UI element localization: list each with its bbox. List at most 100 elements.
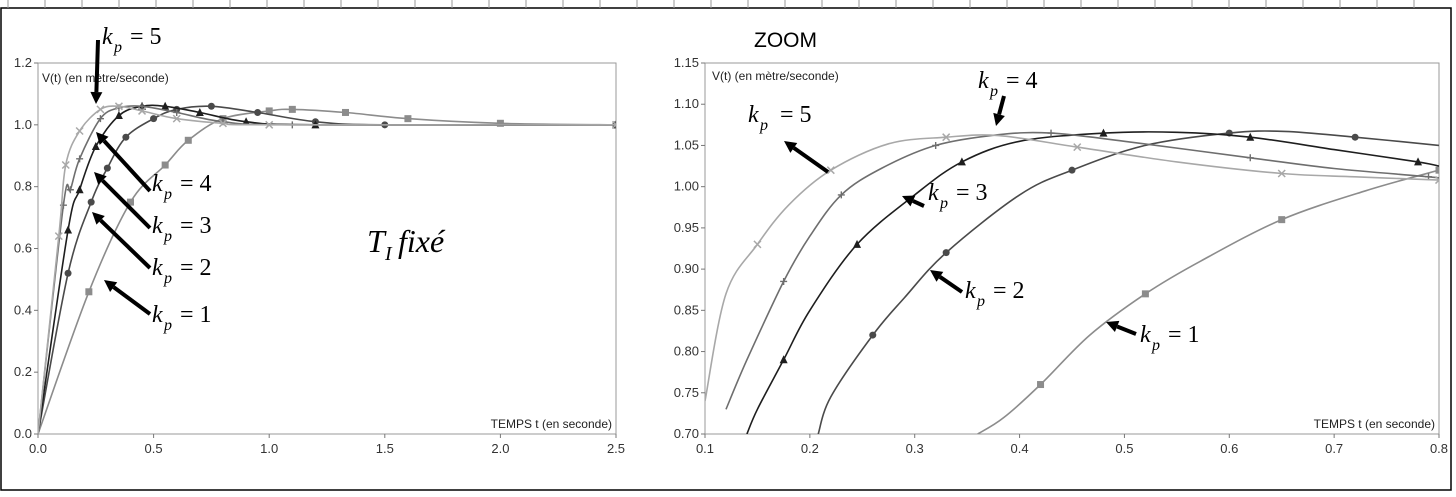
right-point-kp2 — [1351, 133, 1359, 141]
arrow-right-kp4 — [993, 95, 1006, 126]
left-point-kp3 — [91, 141, 100, 150]
right-point-kp2 — [1068, 166, 1076, 174]
right-xtick-label: 0.5 — [1115, 441, 1133, 456]
right-point-kp2 — [942, 249, 950, 257]
right-ytick-label: 1.00 — [674, 179, 699, 194]
right-ytick-label: 0.75 — [674, 385, 699, 400]
right-point-kp3 — [779, 355, 788, 364]
svg-text:k: k — [152, 171, 163, 197]
right-point-kp5 — [942, 133, 951, 142]
right-point-kp3 — [957, 157, 966, 166]
right-point-kp3 — [853, 239, 862, 248]
right-ytick-label: 0.95 — [674, 220, 699, 235]
arrow-left-kp1 — [104, 280, 152, 316]
kp-label-right-3: k p = 3 — [928, 180, 988, 212]
left-point-kp1 — [85, 288, 93, 296]
arrow-left-kp4 — [96, 132, 152, 193]
right-plot-frame — [704, 62, 1440, 435]
left-ytick-label: 0.8 — [14, 179, 32, 194]
kp-label-left-4: k p = 4 — [152, 171, 212, 203]
left-point-kp5 — [138, 106, 147, 115]
left-point-kp5 — [114, 102, 123, 111]
svg-text:p: p — [939, 195, 948, 212]
left-point-kp5 — [611, 120, 616, 129]
svg-text:= 4: = 4 — [180, 171, 212, 197]
left-point-kp5 — [96, 105, 105, 114]
left-point-kp1 — [341, 108, 349, 116]
left-point-kp2 — [103, 164, 111, 172]
svg-text:k: k — [978, 68, 989, 94]
left-xtick-label: 1.5 — [376, 441, 394, 456]
svg-text:= 1: = 1 — [180, 302, 212, 328]
left-point-kp2 — [207, 102, 215, 110]
left-point-kp1 — [184, 136, 192, 144]
arrow-left-kp5 — [90, 39, 103, 104]
left-point-kp1 — [126, 198, 134, 206]
left-xtick-label: 0.5 — [145, 441, 163, 456]
left-point-kp1 — [404, 115, 412, 123]
left-ytick-label: 1.2 — [14, 55, 32, 70]
svg-text:p: p — [976, 293, 985, 310]
svg-text:p: p — [163, 228, 172, 245]
kp-label-right-5: k p = 5 — [748, 102, 812, 134]
left-point-kp2 — [254, 108, 262, 116]
arrow-left-kp2 — [92, 212, 152, 270]
left-point-kp1 — [496, 119, 504, 127]
left-point-kp4 — [96, 115, 104, 123]
svg-text:p: p — [163, 186, 172, 203]
left-point-kp5 — [75, 126, 84, 136]
left-xtick-label: 1.0 — [260, 441, 278, 456]
right-xlabel: TEMPS t (en seconde) — [1314, 417, 1435, 431]
right-series-line-kp1 — [977, 169, 1439, 434]
svg-text:k: k — [102, 24, 113, 50]
arrow-right-kp1 — [1106, 320, 1137, 336]
right-point-kp5 — [1434, 176, 1439, 185]
right-point-kp1 — [1141, 290, 1149, 298]
svg-text:= 2: = 2 — [993, 278, 1025, 304]
svg-text:fixé: fixé — [398, 223, 446, 259]
kp-label-right-2: k p = 2 — [965, 278, 1025, 310]
right-point-kp5 — [1277, 169, 1286, 178]
left-x-ticks: 0.0 0.5 1.0 1.5 2.0 2.5 — [29, 434, 625, 456]
svg-text:k: k — [748, 102, 759, 128]
right-y-ticks: 0.70 0.75 0.80 0.85 0.90 0.95 1.00 1.05 1.10 1.15 — [674, 55, 705, 441]
right-point-kp1 — [1278, 216, 1286, 224]
left-point-kp2 — [87, 198, 95, 206]
svg-text:= 3: = 3 — [956, 180, 988, 206]
right-point-kp4 — [837, 191, 845, 199]
right-xtick-label: 0.4 — [1011, 441, 1029, 456]
right-point-kp5 — [826, 166, 835, 175]
svg-text:p: p — [1151, 337, 1160, 354]
zoom-title: ZOOM — [754, 29, 817, 52]
right-point-kp4 — [1246, 154, 1254, 162]
left-point-kp1 — [288, 105, 296, 113]
right-ytick-label: 1.15 — [674, 55, 699, 70]
svg-text:T: T — [367, 223, 387, 259]
svg-text:= 1: = 1 — [1168, 322, 1200, 348]
svg-text:= 4: = 4 — [1006, 68, 1038, 94]
right-xtick-label: 0.2 — [801, 441, 819, 456]
arrow-right-kp3 — [902, 195, 925, 208]
kp-label-left-2: k p = 2 — [152, 255, 212, 287]
left-point-kp3 — [114, 111, 123, 120]
full-response-chart: 0.0 0.2 0.4 0.6 0.8 1.0 1.2 0.0 0.5 1.0 1.5 2.0 2.5… — [14, 55, 625, 456]
right-xtick-label: 0.1 — [696, 441, 714, 456]
left-point-kp1 — [265, 107, 273, 115]
left-point-kp3 — [195, 107, 204, 116]
kp-label-left-3: k p = 3 — [152, 213, 212, 245]
kp-label-right-4: k p = 4 — [978, 68, 1038, 100]
right-ytick-label: 0.85 — [674, 302, 699, 317]
arrow-right-kp2 — [930, 270, 964, 294]
svg-text:p: p — [163, 270, 172, 287]
left-point-kp5 — [172, 114, 181, 123]
left-point-kp4 — [66, 186, 74, 194]
left-xtick-label: 2.5 — [607, 441, 625, 456]
svg-text:I: I — [384, 243, 393, 265]
svg-text:p: p — [989, 83, 998, 100]
kp-label-right-1: k p = 1 — [1140, 322, 1200, 354]
left-point-kp4 — [173, 108, 181, 116]
zoom-chart: 0.70 0.75 0.80 0.85 0.90 0.95 1.00 1.05 1.10 1.15… — [674, 29, 1448, 456]
